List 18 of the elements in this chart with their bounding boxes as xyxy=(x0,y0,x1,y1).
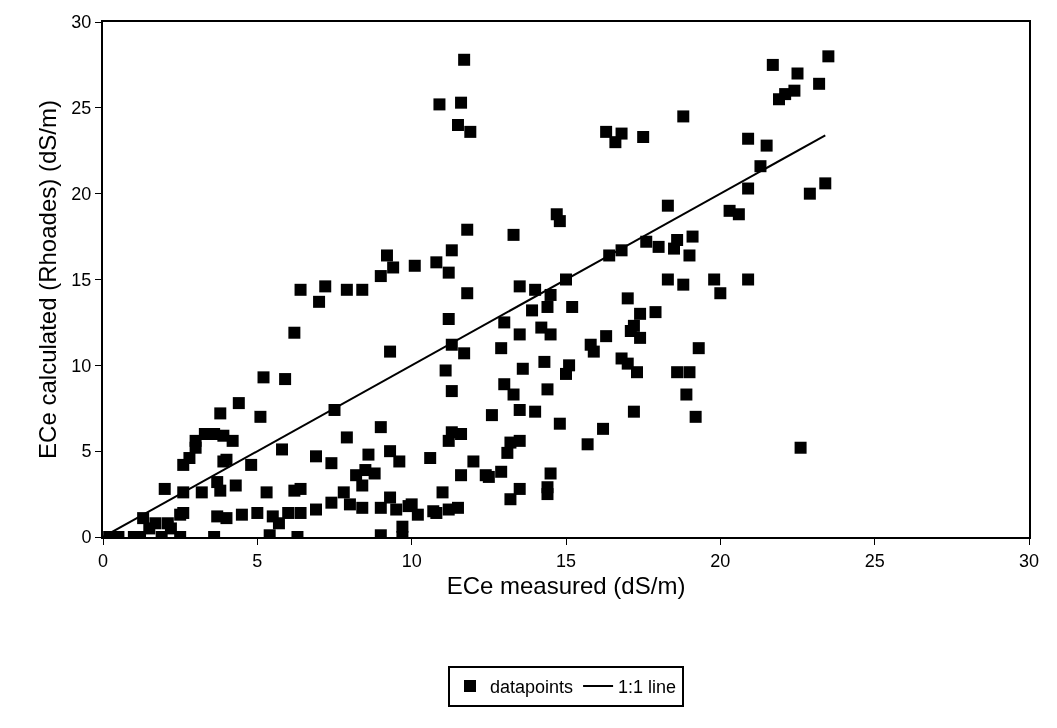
y-tick-label: 5 xyxy=(81,441,92,462)
x-tick-label: 25 xyxy=(864,550,885,571)
legend-label: datapoints xyxy=(490,676,574,697)
x-tick-label: 0 xyxy=(97,550,109,571)
y-tick-label: 15 xyxy=(71,269,92,290)
x-axis-title: ECe measured (dS/m) xyxy=(446,572,686,600)
y-tick-label: 30 xyxy=(71,12,92,33)
y-axis-title: ECe calculated (Rhoades) (dS/m) xyxy=(33,100,61,459)
x-tick-label: 15 xyxy=(555,550,577,571)
x-tick-label: 30 xyxy=(1018,550,1040,571)
y-tick-label: 0 xyxy=(81,527,92,548)
x-tick-label: 5 xyxy=(252,550,263,571)
y-tick-label: 20 xyxy=(71,183,92,204)
y-tick-label: 25 xyxy=(71,98,92,119)
x-tick-label: 10 xyxy=(401,550,422,571)
x-tick-label: 20 xyxy=(710,550,731,571)
y-tick-label: 10 xyxy=(71,355,92,376)
legend-label: 1:1 line xyxy=(618,676,677,697)
